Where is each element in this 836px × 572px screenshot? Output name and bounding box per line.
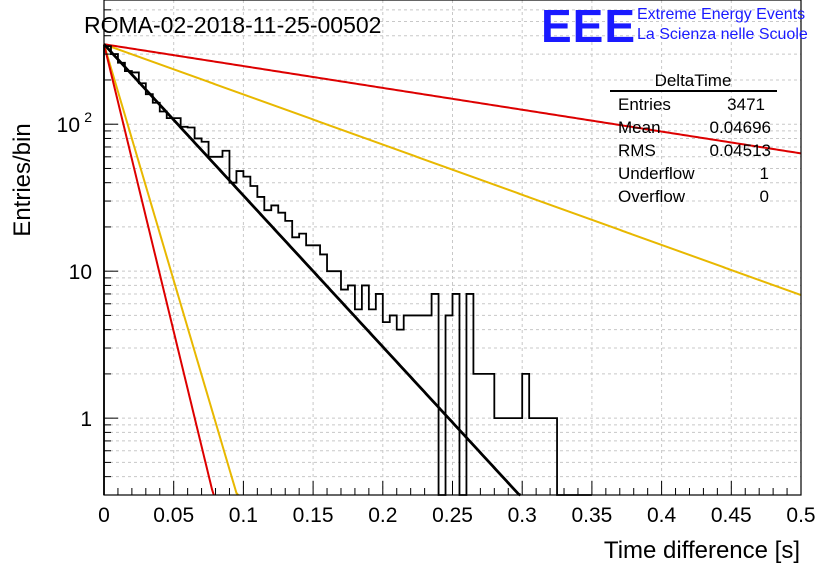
x-tick-label: 0.1 bbox=[229, 504, 258, 527]
y-tick-exponent: 2 bbox=[84, 109, 92, 125]
x-tick-label: 0.2 bbox=[368, 504, 397, 527]
stats-value-entries: 3471 bbox=[727, 95, 765, 114]
fit-curve-4 bbox=[103, 44, 215, 496]
x-tick-label: 0.3 bbox=[508, 504, 537, 527]
chart-title: ROMA-02-2018-11-25-00502 bbox=[84, 12, 381, 38]
stats-label-overflow: Overflow bbox=[618, 187, 686, 206]
y-tick-label: 10 bbox=[57, 114, 80, 137]
stats-label-rms: RMS bbox=[618, 141, 656, 160]
eee-logo: EEE bbox=[541, 0, 636, 52]
x-tick-label: 0.45 bbox=[711, 504, 752, 527]
plot-frame bbox=[103, 0, 802, 496]
x-tick-label: 0.05 bbox=[153, 504, 194, 527]
stats-label-entries: Entries bbox=[618, 95, 671, 114]
stats-value-underflow: 1 bbox=[760, 164, 769, 183]
histogram bbox=[103, 43, 592, 497]
stats-value-rms: 0.04513 bbox=[710, 141, 771, 160]
x-tick-label: 0.35 bbox=[571, 504, 612, 527]
grid bbox=[104, 0, 801, 496]
x-tick-label: 0 bbox=[98, 504, 110, 527]
stats-label-underflow: Underflow bbox=[618, 164, 695, 183]
x-tick-label: 0.25 bbox=[432, 504, 473, 527]
fit-curve-main-overlay bbox=[103, 43, 521, 497]
x-tick-label: 0.15 bbox=[293, 504, 334, 527]
y-tick-label: 10 bbox=[69, 261, 92, 284]
y-tick-label: 1 bbox=[80, 408, 92, 431]
stats-label-mean: Mean bbox=[618, 118, 661, 137]
eee-line1: Extreme Energy Events bbox=[637, 6, 805, 23]
axis-ticks: 0 0.05 0.1 0.15 0.2 0.25 0.3 0.35 0.4 0.45 0.51101… bbox=[57, 0, 816, 527]
stats-value-overflow: 0 bbox=[760, 187, 769, 206]
x-tick-label: 0.4 bbox=[647, 504, 677, 527]
stats-title: DeltaTime bbox=[655, 71, 732, 90]
stats-box: DeltaTime Entries 3471 Mean 0.04696 RMS … bbox=[610, 71, 777, 206]
histogram-outline bbox=[103, 45, 592, 496]
eee-line2: La Scienza nelle Scuole bbox=[637, 26, 808, 43]
x-axis-label: Time difference [s] bbox=[604, 537, 800, 564]
fit-curve-1 bbox=[103, 43, 802, 297]
x-tick-label: 0.5 bbox=[786, 504, 815, 527]
fit-curve-2 bbox=[103, 43, 802, 155]
fit-curve-3 bbox=[103, 43, 239, 496]
y-axis-label: Entries/bin bbox=[9, 123, 36, 236]
stats-value-mean: 0.04696 bbox=[710, 118, 771, 137]
